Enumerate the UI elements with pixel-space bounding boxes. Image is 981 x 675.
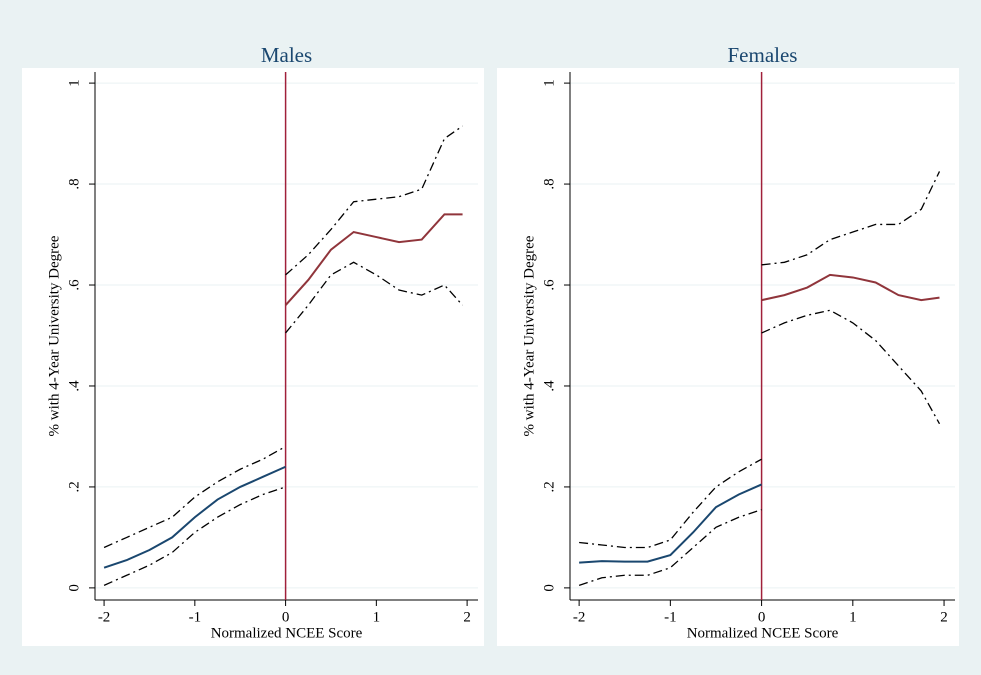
y-tick-label: .8	[66, 178, 82, 189]
panel-background	[497, 68, 959, 646]
panel-title: Females	[728, 43, 798, 67]
y-tick-label: .4	[66, 380, 82, 392]
y-tick-label: .8	[541, 178, 557, 189]
panel-background	[22, 68, 484, 646]
ci-line	[103, 486, 286, 586]
fit-line	[579, 483, 762, 564]
ci-line	[578, 509, 762, 586]
x-tick-label: -2	[573, 609, 586, 625]
y-axis-label: % with 4-Year University Degree	[521, 235, 537, 436]
ci-line	[761, 309, 941, 425]
y-axis-label: % with 4-Year University Degree	[46, 235, 62, 436]
fit-line	[284, 213, 463, 306]
x-tick-label: 2	[940, 609, 948, 625]
y-tick-label: 1	[66, 79, 82, 87]
x-tick-label: 1	[849, 609, 857, 625]
x-tick-label: 1	[373, 609, 381, 625]
x-tick-label: -1	[189, 609, 202, 625]
ci-line	[761, 171, 941, 266]
x-tick-label: 0	[282, 609, 290, 625]
fit-line	[103, 465, 286, 569]
y-tick-label: .6	[541, 279, 557, 291]
y-tick-label: 1	[541, 79, 557, 87]
y-tick-label: .2	[541, 481, 557, 492]
y-tick-label: 0	[541, 584, 557, 592]
y-tick-label: .2	[66, 481, 82, 492]
fit-line	[761, 273, 940, 302]
x-tick-label: -2	[98, 609, 111, 625]
y-tick-label: .6	[66, 279, 82, 291]
ci-line	[285, 261, 464, 334]
panel-title: Males	[261, 43, 312, 67]
x-tick-label: 0	[758, 609, 766, 625]
ci-line	[103, 445, 286, 549]
y-tick-label: 0	[66, 584, 82, 592]
x-tick-label: 2	[463, 609, 471, 625]
x-tick-label: -1	[664, 609, 677, 625]
x-axis-label: Normalized NCEE Score	[687, 625, 839, 641]
ci-line	[285, 125, 463, 276]
y-tick-label: .4	[541, 380, 557, 392]
x-axis-label: Normalized NCEE Score	[211, 625, 363, 641]
